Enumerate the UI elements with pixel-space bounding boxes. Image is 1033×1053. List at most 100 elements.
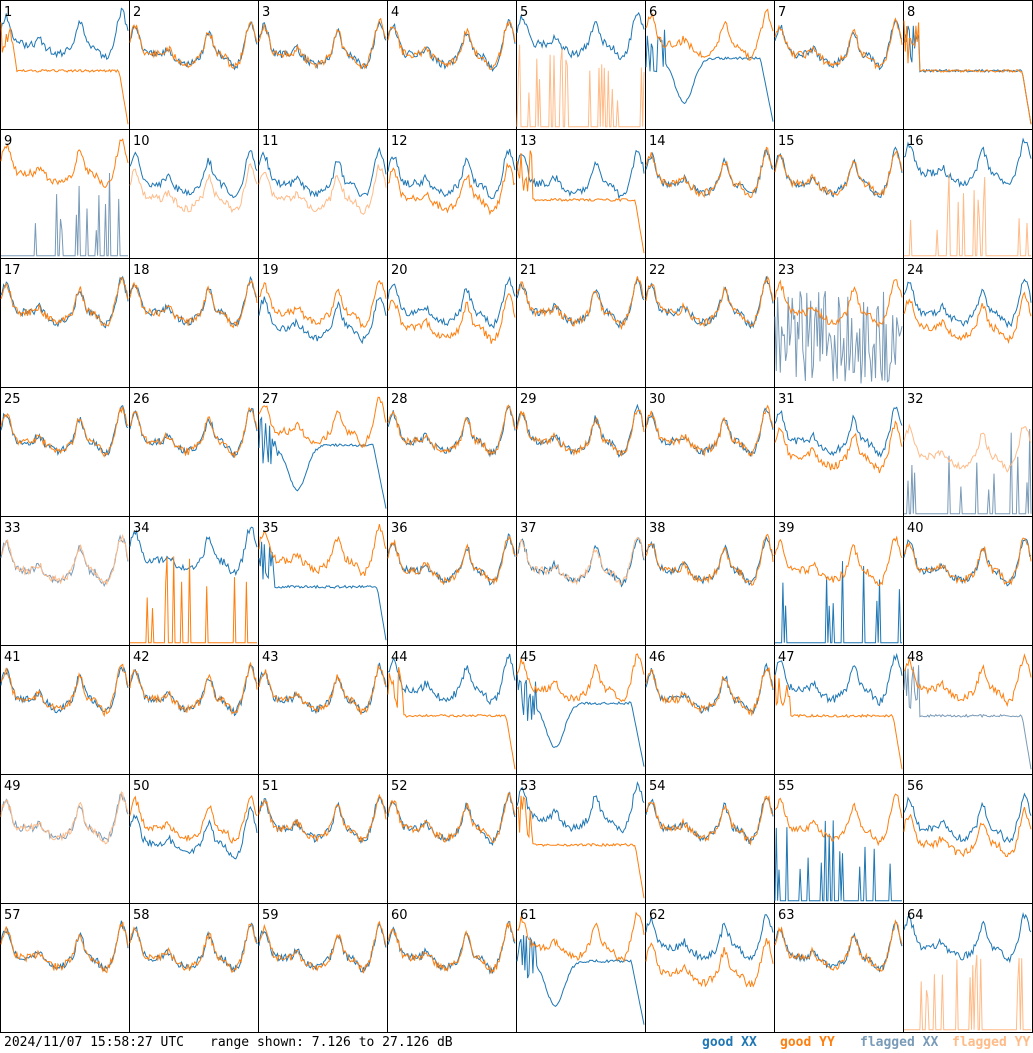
series-yy [645,533,774,587]
panel-29: 29 [516,387,646,517]
legend-good-yy: good YY [780,1035,835,1050]
panel-label: 48 [907,650,924,665]
series-yy [645,8,774,61]
panel-11: 11 [258,129,388,259]
panel-52: 52 [387,774,517,904]
panel-3: 3 [258,0,388,130]
panel-22: 22 [645,258,775,388]
panel-43: 43 [258,645,388,775]
panel-label: 58 [133,908,150,923]
series-yy [129,795,258,844]
panel-14: 14 [645,129,775,259]
panel-frame [258,516,388,646]
panel-label: 4 [391,5,399,20]
series-xx [0,666,129,714]
panel-label: 42 [133,650,150,665]
series-yy [129,21,258,69]
panel-frame [0,258,130,388]
panel-37: 37 [516,516,646,646]
series-yy [774,919,903,972]
series-xx [774,20,903,71]
panel-frame [645,0,775,130]
panel-frame [903,0,1033,130]
panel-label: 55 [778,779,795,794]
panel-label: 62 [649,908,666,923]
panel-frame [645,129,775,259]
panel-label: 51 [262,779,279,794]
panel-32: 32 [903,387,1033,517]
panel-frame [903,645,1033,775]
series-yy [774,17,903,70]
panel-19: 19 [258,258,388,388]
series-xx [903,911,1032,964]
series-yy [387,535,516,586]
panel-label: 47 [778,650,795,665]
series-xx [774,921,903,973]
panel-label: 17 [4,263,21,278]
series-xx [903,137,1032,188]
series-yy [645,938,774,988]
panel-frame [903,129,1033,259]
series-yy [0,22,129,125]
series-xx [258,146,387,198]
panel-26: 26 [129,387,259,517]
panel-frame [516,774,646,904]
panel-label: 26 [133,392,150,407]
series-yy [645,667,774,717]
panel-label: 40 [907,521,924,536]
panel-label: 25 [4,392,21,407]
series-xx [516,781,645,834]
panel-51: 51 [258,774,388,904]
panel-frame [0,0,130,130]
panel-label: 5 [520,5,528,20]
series-yy [258,523,387,577]
series-xx [129,275,258,327]
legend-flagged-xx: flagged XX [860,1035,939,1050]
series-xx [774,820,902,902]
series-yy [258,279,387,329]
series-yy [258,396,387,449]
panel-frame [387,516,517,646]
panel-label: 18 [133,263,150,278]
legend-good-xx: good XX [702,1035,757,1050]
legend-flagged-yy: flagged YY [952,1035,1031,1050]
series-xx [129,806,258,860]
series-xx [516,149,645,200]
panel-5: 5 [516,0,646,130]
series-xx [516,537,645,588]
series-xx [258,541,387,641]
panel-label: 13 [520,134,537,149]
series-yy [387,404,516,456]
panel-label: 2 [133,5,141,20]
series-yy [645,146,774,199]
panel-label: 39 [778,521,795,536]
panel-label: 44 [391,650,408,665]
panel-frame [258,0,388,130]
series-xx [129,526,258,577]
panel-label: 59 [262,908,279,923]
panel-label: 36 [391,521,408,536]
series-yy [516,653,645,703]
series-xx [0,405,129,457]
panel-label: 21 [520,263,537,278]
panel-47: 47 [774,645,904,775]
series-xx [0,7,129,61]
panel-frame [129,0,259,130]
series-yy [903,20,1032,125]
series-xx [129,407,258,459]
series-xx [129,664,258,717]
series-yy [387,162,516,216]
panel-frame [387,903,517,1033]
panel-54: 54 [645,774,775,904]
panel-frame [258,774,388,904]
series-xx [775,561,902,644]
panel-label: 46 [649,650,666,665]
series-yy [904,954,1031,1031]
panel-31: 31 [774,387,904,517]
panel-label: 29 [520,392,537,407]
series-yy [774,535,903,587]
panel-64: 64 [903,903,1033,1033]
panel-frame [774,903,904,1033]
panel-62: 62 [645,903,775,1033]
series-yy [774,279,903,328]
